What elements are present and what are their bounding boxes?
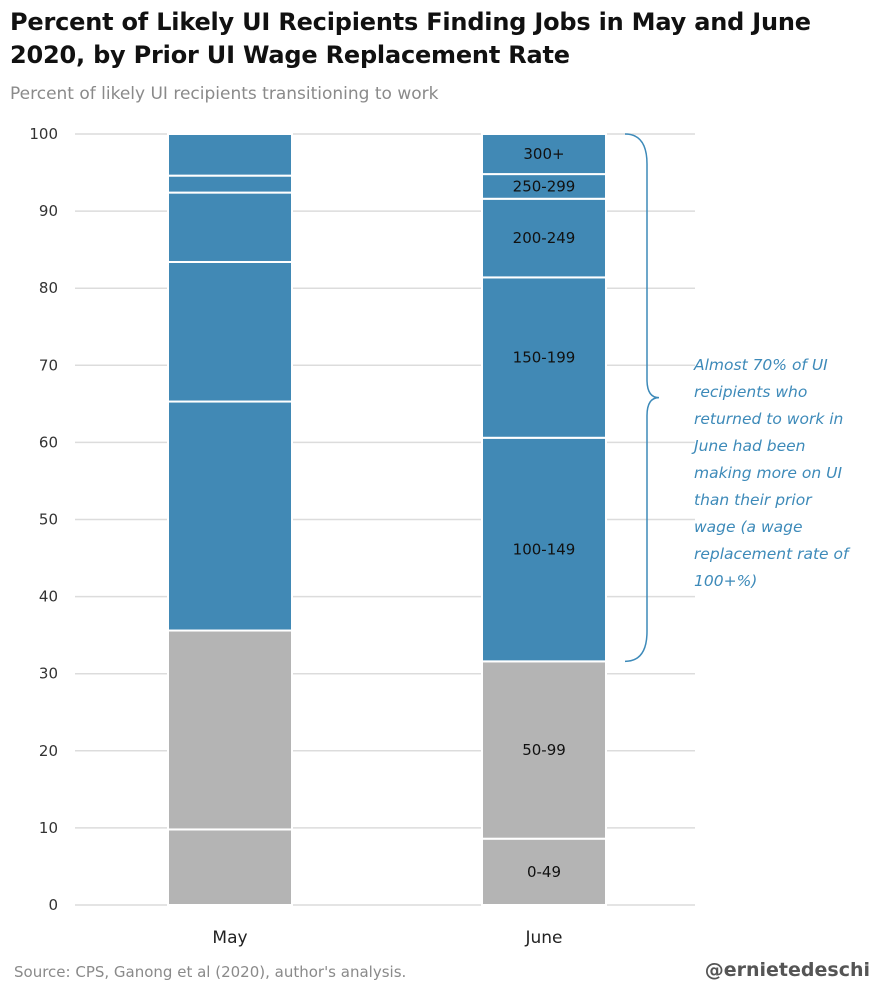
bar-segment-may-0-49 xyxy=(167,828,293,907)
annotation: Almost 70% of UI recipients who returned t… xyxy=(624,133,851,663)
bar-segment-may-50-99 xyxy=(167,629,293,831)
y-tick-label: 100 xyxy=(29,125,58,143)
bar-segment-may-250-299 xyxy=(167,174,293,194)
y-tick-label: 70 xyxy=(39,356,58,374)
annotation-line: wage (a wage xyxy=(694,518,803,536)
bars: 0-49 50-99 100-149 150-199 200-249 250-299 300… xyxy=(167,133,607,907)
bar-segment-may-100-149 xyxy=(167,400,293,632)
annotation-line: replacement rate of xyxy=(694,545,851,563)
x-tick-label: June xyxy=(524,928,562,948)
segment-label: 200-249 xyxy=(513,229,576,247)
annotation-brace xyxy=(624,133,660,663)
x-tick-label: May xyxy=(212,928,247,948)
segment-label: 250-299 xyxy=(513,177,576,195)
y-tick-label: 0 xyxy=(48,896,58,914)
y-tick-label: 80 xyxy=(39,279,58,297)
bar-segment-may-150-199 xyxy=(167,260,293,403)
bar-segment-june-100-149 xyxy=(481,436,607,663)
bar-segment-june-150-199 xyxy=(481,276,607,439)
bar-segment-may-200-249 xyxy=(167,191,293,263)
bar-segment-june-50-99 xyxy=(481,660,607,840)
annotation-line: Almost 70% of UI xyxy=(693,356,828,374)
segment-label: 0-49 xyxy=(527,863,561,881)
y-tick-label: 10 xyxy=(39,819,58,837)
y-tick-label: 30 xyxy=(39,665,58,683)
segment-label: 100-149 xyxy=(513,541,576,559)
y-tick-label: 50 xyxy=(39,511,58,529)
annotation-line: than their prior xyxy=(694,491,813,509)
source-note: Source: CPS, Ganong et al (2020), author… xyxy=(14,963,407,981)
y-tick-label: 40 xyxy=(39,588,58,606)
annotation-line: making more on UI xyxy=(694,464,842,482)
bar-segment-june-0-49 xyxy=(481,837,607,906)
chart-subtitle: Percent of likely UI recipients transiti… xyxy=(10,84,439,104)
segment-label: 50-99 xyxy=(522,741,566,759)
x-axis-labels: May June xyxy=(212,928,562,948)
author-handle: @ernietedeschi xyxy=(704,959,870,981)
annotation-line: June had been xyxy=(691,437,806,455)
y-axis-ticks: 0 10 20 30 40 50 60 70 80 90 100 xyxy=(29,125,58,914)
bar-segment-june-250-299 xyxy=(481,173,607,200)
y-tick-label: 20 xyxy=(39,742,58,760)
y-tick-label: 90 xyxy=(39,202,58,220)
annotation-line: recipients who xyxy=(694,383,807,401)
chart-title: Percent of Likely UI Recipients Finding … xyxy=(10,8,811,69)
bar-segment-may-300+ xyxy=(167,133,293,177)
bar-segment-june-200-249 xyxy=(481,197,607,279)
annotation-line: returned to work in xyxy=(694,410,843,428)
segment-label: 300+ xyxy=(523,145,564,163)
annotation-line: 100+%) xyxy=(694,572,757,590)
y-tick-label: 60 xyxy=(39,433,58,451)
bar-segment-june-300+ xyxy=(481,133,607,176)
segment-label: 150-199 xyxy=(513,349,576,367)
